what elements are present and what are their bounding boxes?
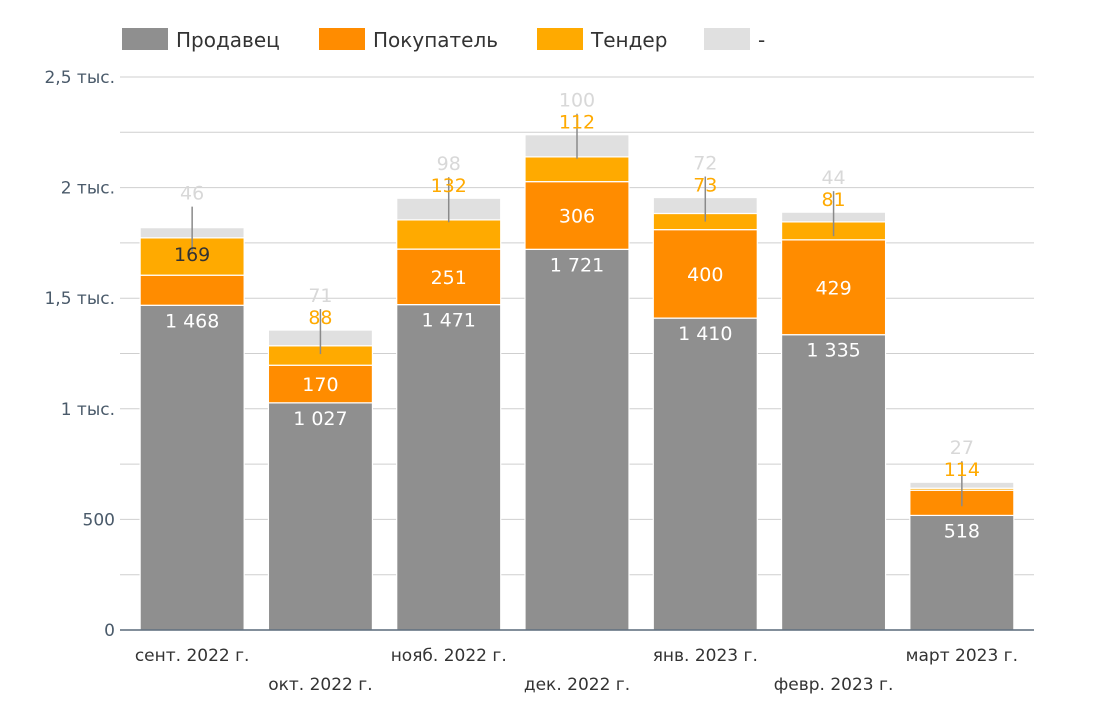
x-tick-label: февр. 2023 г. — [774, 675, 894, 695]
y-tick-label: 2,5 тыс. — [44, 68, 115, 88]
y-tick-label: 500 — [83, 510, 115, 530]
bar-segment-0[interactable] — [396, 304, 502, 631]
y-tick-label: 2 тыс. — [61, 179, 115, 199]
legend: Продавец Покупатель Тендер - — [122, 28, 765, 52]
legend-swatch-3[interactable] — [704, 28, 750, 50]
x-tick-label: март 2023 г. — [906, 646, 1018, 666]
x-axis: сент. 2022 г. окт. 2022 г. нояб. 2022 г. де… — [120, 629, 1034, 695]
bar-label-tender: 112 — [559, 112, 595, 134]
bar-segment-0[interactable] — [652, 317, 758, 631]
bar-segment-0[interactable] — [524, 248, 630, 631]
bar-segment-1[interactable] — [524, 181, 630, 250]
bar-label-seller: 1 410 — [678, 323, 732, 345]
y-tick-label: 1 тыс. — [61, 400, 115, 420]
legend-label-3[interactable]: - — [758, 28, 765, 52]
bar-label-tender: 114 — [944, 459, 980, 481]
bar-label-seller: 1 027 — [293, 408, 347, 430]
bar-segment-1[interactable] — [396, 248, 502, 306]
bar-label-tender: 132 — [431, 175, 467, 197]
bar-label-buyer: 306 — [559, 205, 595, 227]
bar-label-other: 44 — [821, 167, 845, 189]
legend-swatch-2[interactable] — [537, 28, 583, 50]
bar-segment-1[interactable] — [139, 274, 245, 306]
bar-label-other: 100 — [559, 90, 595, 112]
legend-label-2[interactable]: Тендер — [590, 28, 667, 52]
y-tick-label: 1,5 тыс. — [44, 289, 115, 309]
legend-label-0[interactable]: Продавец — [176, 28, 280, 52]
legend-swatch-0[interactable] — [122, 28, 168, 50]
x-tick-label: янв. 2023 г. — [653, 646, 758, 666]
bar-label-seller: 518 — [944, 520, 980, 542]
bar-stack: 1 468 169 46 — [139, 183, 245, 631]
bar-segment-2[interactable] — [524, 156, 630, 183]
bar-label-other: 72 — [693, 153, 717, 175]
bar-label-tender: 88 — [308, 307, 332, 329]
bar-label-other: 27 — [950, 437, 974, 459]
bar-label-tender: 169 — [174, 244, 210, 266]
y-tick-label: 0 — [104, 621, 115, 641]
bar-label-tender: 73 — [693, 175, 717, 197]
bar-label-buyer: 170 — [302, 374, 338, 396]
bar-segment-0[interactable] — [267, 402, 374, 631]
legend-swatch-1[interactable] — [319, 28, 365, 50]
bar-label-seller: 1 721 — [550, 254, 604, 276]
x-tick-label: сент. 2022 г. — [135, 646, 250, 666]
x-tick-label: нояб. 2022 г. — [391, 646, 507, 666]
x-tick-label: окт. 2022 г. — [268, 675, 372, 695]
bar-label-buyer: 251 — [431, 267, 467, 289]
x-tick-label: дек. 2022 г. — [524, 675, 630, 695]
bar-label-tender: 81 — [821, 189, 845, 211]
bar-label-other: 98 — [437, 153, 461, 175]
bar-segment-2[interactable] — [396, 219, 502, 250]
bar-segment-0[interactable] — [139, 304, 245, 631]
bar-label-seller: 1 471 — [422, 310, 476, 332]
bar-label-seller: 1 468 — [165, 310, 219, 332]
bar-label-buyer: 400 — [687, 264, 723, 286]
bar-label-other: 46 — [180, 183, 204, 205]
legend-label-1[interactable]: Покупатель — [373, 28, 498, 52]
bar-segment-1[interactable] — [267, 364, 374, 404]
y-axis: 0 500 1 тыс. 1,5 тыс. 2 тыс. 2,5 тыс. — [44, 68, 115, 641]
bar-label-seller: 1 335 — [806, 340, 860, 362]
bar-label-other: 71 — [308, 285, 332, 307]
bar-segment-1[interactable] — [652, 229, 758, 319]
bar-segment-0[interactable] — [780, 334, 887, 631]
bar-label-buyer: 429 — [815, 277, 851, 299]
